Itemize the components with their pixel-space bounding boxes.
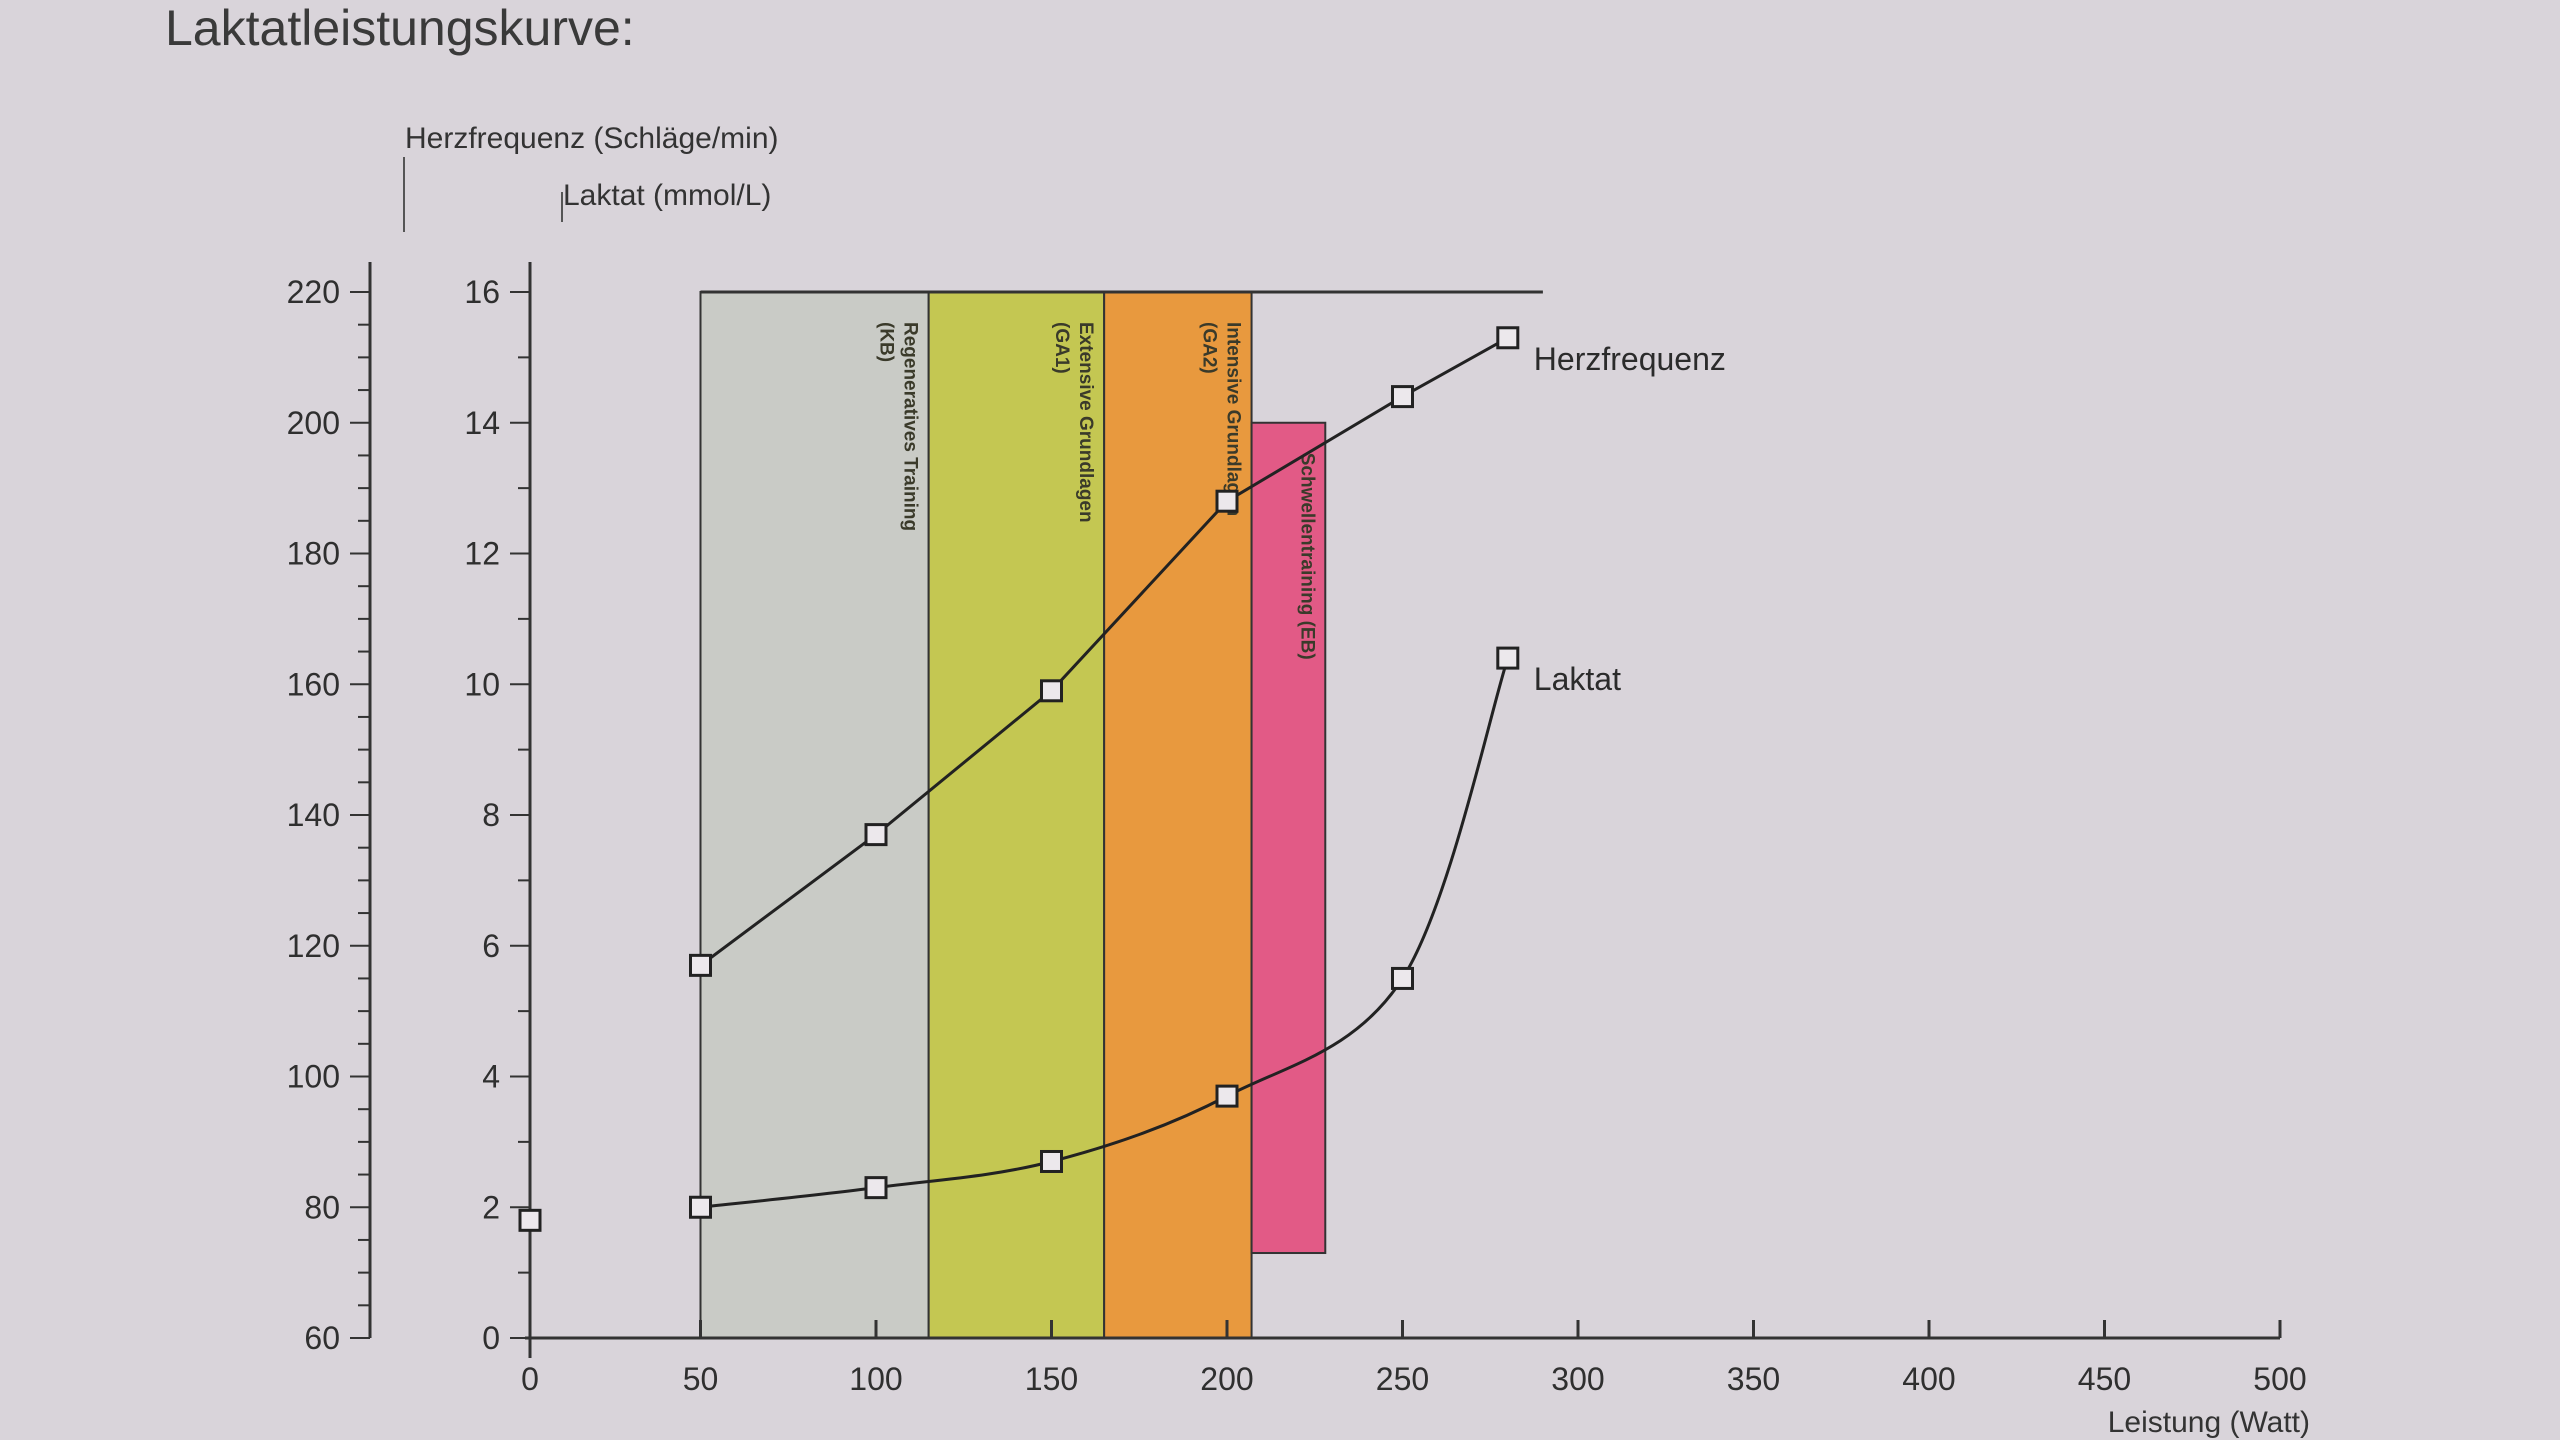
lactate-axis-title: Laktat (mmol/L): [563, 179, 771, 212]
zone-band: [1103, 291, 1253, 1339]
x-tick-label: 200: [1200, 1361, 1253, 1397]
heart-rate-data-point: [1215, 489, 1239, 513]
lactate-data-point: [1215, 1084, 1239, 1108]
x-tick-label: 0: [521, 1361, 539, 1397]
lactate-data-point: [1391, 966, 1414, 990]
x-tick-label: 450: [2078, 1361, 2131, 1397]
training-zones: Regeneratives Training(KB) Extensive Grun…: [699, 290, 1543, 1339]
data-series: Herzfrequenz Laktat: [518, 326, 1726, 1232]
zone-band: [927, 291, 1106, 1339]
lactate-tick-label: 0: [482, 1320, 500, 1356]
hr-tick-label: 60: [304, 1320, 340, 1356]
lactate-series-label: Laktat: [1534, 661, 1621, 697]
lactate-data-point: [518, 1208, 542, 1232]
heart-rate-data-point: [1040, 679, 1063, 703]
x-tick-label: 150: [1025, 1361, 1078, 1397]
x-tick-label: 300: [1551, 1361, 1604, 1397]
x-tick-label: 50: [683, 1361, 719, 1397]
heart-rate-data-point: [864, 823, 888, 847]
zone-label: Schwellentraining (EB): [1296, 453, 1317, 660]
lactate-data-point: [1496, 646, 1520, 670]
hr-tick-label: 220: [287, 274, 340, 310]
x-tick-label: 500: [2253, 1361, 2306, 1397]
hr-tick-label: 120: [287, 928, 340, 964]
lactate-tick-label: 10: [464, 666, 500, 702]
zone-band: [699, 291, 930, 1339]
zone-code: (KB): [876, 322, 897, 362]
hr-tick-label: 100: [287, 1059, 340, 1095]
lactate-tick-label: 2: [482, 1189, 500, 1225]
lactate-tick-label: 16: [464, 274, 500, 310]
lactate-data-point: [864, 1176, 888, 1200]
hr-tick-label: 80: [304, 1189, 340, 1225]
lactate-tick-label: 6: [482, 928, 500, 964]
zone-code: (GA2): [1199, 322, 1220, 374]
heart-rate-series-label: Herzfrequenz: [1534, 341, 1726, 377]
x-axis-title: Leistung (Watt): [2108, 1406, 2310, 1439]
x-tick-label: 250: [1376, 1361, 1429, 1397]
heart-rate-data-point: [1496, 326, 1520, 350]
heart-rate-data-point: [1391, 385, 1414, 409]
hr-tick-label: 200: [287, 405, 340, 441]
lactate-data-point: [1040, 1149, 1063, 1173]
hr-tick-label: 160: [287, 666, 340, 702]
lactate-tick-label: 8: [482, 797, 500, 833]
lactate-tick-label: 14: [464, 405, 500, 441]
heart-rate-data-point: [689, 953, 712, 977]
hr-axis-title: Herzfrequenz (Schläge/min): [405, 122, 779, 155]
zone-label: Regeneratives Training: [900, 322, 921, 531]
hr-tick-label: 180: [287, 536, 340, 572]
chart-title: Laktatleistungskurve:: [165, 0, 635, 56]
lactate-data-point: [689, 1195, 712, 1219]
x-tick-label: 350: [1727, 1361, 1780, 1397]
x-tick-label: 400: [1902, 1361, 1955, 1397]
axes: 0 50 100 150 200 250 300 350 400 450 500 0 2 4 6 8 10 12 1…: [287, 157, 2307, 1397]
heart-rate-series-line: [699, 336, 1509, 967]
zone-band: [1250, 421, 1327, 1255]
zone-label: Extensive Grundlagen: [1075, 322, 1096, 523]
zone-code: (GA1): [1051, 322, 1072, 374]
hr-tick-label: 140: [287, 797, 340, 833]
x-tick-label: 100: [849, 1361, 902, 1397]
zone-label: Intensive Grundlagen: [1223, 322, 1244, 516]
lactate-tick-label: 4: [482, 1059, 500, 1095]
lactate-tick-label: 12: [464, 536, 500, 572]
